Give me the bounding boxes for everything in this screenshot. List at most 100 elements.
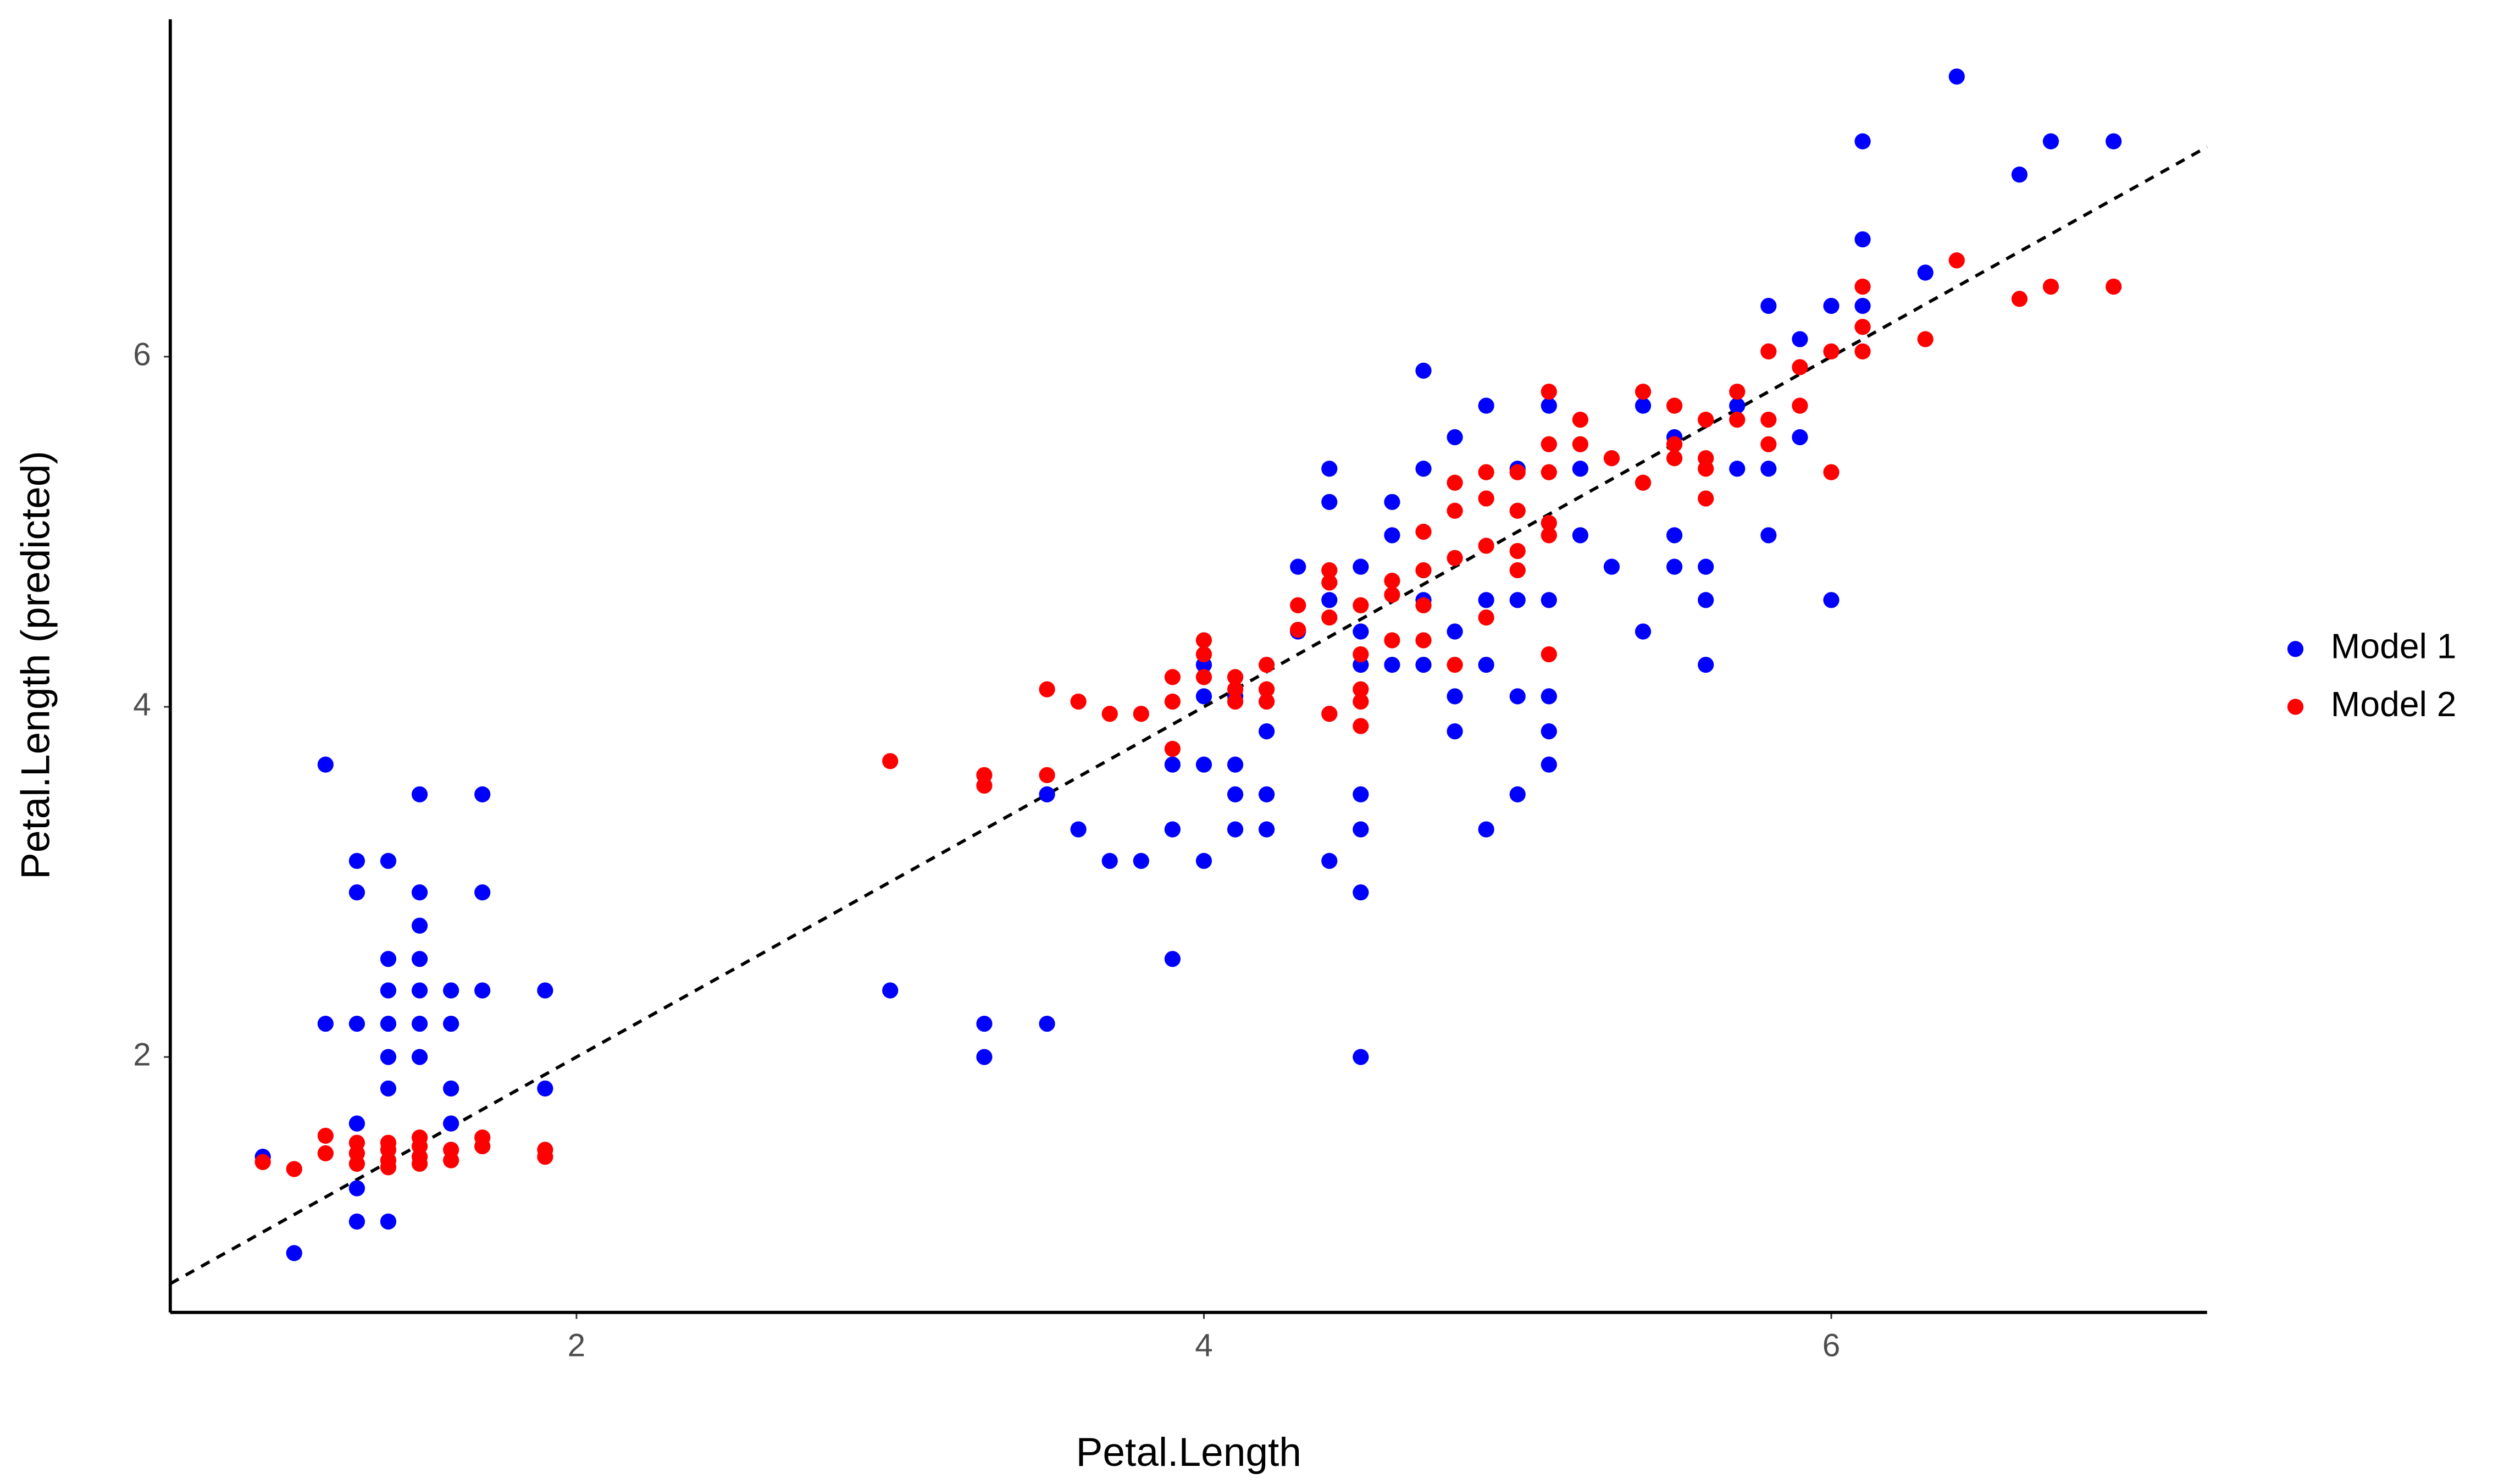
point (1321, 706, 1338, 722)
legend-label: Model 2 (2331, 684, 2457, 724)
point (1227, 821, 1244, 838)
point (1415, 523, 1432, 540)
point (1478, 490, 1494, 507)
point (1415, 562, 1432, 579)
point (1635, 474, 1652, 491)
point (286, 1161, 302, 1177)
point (1101, 706, 1118, 722)
point (411, 917, 428, 934)
point (1541, 384, 1557, 400)
point (1509, 786, 1526, 802)
point (1854, 319, 1871, 335)
point (1854, 343, 1871, 359)
point (380, 1015, 397, 1032)
point (1854, 231, 1871, 248)
point (1917, 331, 1934, 347)
point (1227, 786, 1244, 802)
point (443, 1152, 459, 1169)
point (348, 1155, 365, 1172)
point (1384, 656, 1400, 673)
point (1823, 464, 1840, 480)
point (1321, 461, 1338, 477)
point (1729, 411, 1746, 428)
point (1478, 397, 1494, 414)
point (1447, 502, 1463, 519)
point (1164, 756, 1181, 773)
point (1541, 646, 1557, 663)
x-tick-label: 2 (568, 1328, 586, 1364)
point (1478, 538, 1494, 554)
point (1603, 558, 1620, 575)
point (474, 1138, 491, 1155)
point (1509, 562, 1526, 579)
point (1353, 821, 1369, 838)
point (1948, 68, 1965, 85)
legend-marker (2287, 699, 2304, 715)
point (1321, 609, 1338, 626)
point (411, 1015, 428, 1032)
point (1572, 527, 1588, 544)
legend-marker (2287, 641, 2304, 657)
point (348, 1180, 365, 1197)
point (1447, 550, 1463, 566)
point (380, 951, 397, 967)
point (1760, 527, 1777, 544)
y-tick-label: 4 (133, 686, 151, 722)
point (1447, 429, 1463, 446)
point (1164, 740, 1181, 757)
point (1760, 461, 1777, 477)
point (380, 852, 397, 869)
point (317, 1015, 334, 1032)
point (1572, 411, 1588, 428)
point (2106, 133, 2122, 149)
point (1948, 252, 1965, 269)
legend-label: Model 1 (2331, 627, 2457, 666)
point (1666, 527, 1683, 544)
point (1227, 693, 1244, 710)
point (1164, 821, 1181, 838)
point (1854, 278, 1871, 295)
point (1353, 693, 1369, 710)
point (1039, 786, 1055, 802)
point (474, 982, 491, 999)
point (976, 1049, 993, 1065)
point (1384, 586, 1400, 603)
point (1541, 436, 1557, 452)
point (1917, 264, 1934, 281)
point (882, 753, 899, 769)
point (1415, 632, 1432, 649)
point (1635, 384, 1652, 400)
point (976, 1015, 993, 1032)
point (1729, 461, 1746, 477)
point (1635, 397, 1652, 414)
point (1321, 852, 1338, 869)
point (1823, 297, 1840, 314)
point (1415, 362, 1432, 379)
point (317, 756, 334, 773)
point (1792, 359, 1808, 375)
point (537, 1080, 553, 1097)
point (1698, 656, 1714, 673)
point (1478, 609, 1494, 626)
point (380, 1049, 397, 1065)
point (1353, 884, 1369, 901)
point (1070, 693, 1087, 710)
point (1227, 681, 1244, 697)
point (1478, 464, 1494, 480)
point (1290, 558, 1306, 575)
point (1133, 706, 1149, 722)
point (411, 951, 428, 967)
point (1698, 558, 1714, 575)
point (286, 1245, 302, 1261)
point (1321, 494, 1338, 510)
point (1195, 756, 1212, 773)
point (1195, 632, 1212, 649)
point (1760, 411, 1777, 428)
point (411, 1049, 428, 1065)
point (1447, 688, 1463, 705)
point (882, 982, 899, 999)
point (317, 1127, 334, 1144)
point (1195, 852, 1212, 869)
point (1259, 821, 1275, 838)
